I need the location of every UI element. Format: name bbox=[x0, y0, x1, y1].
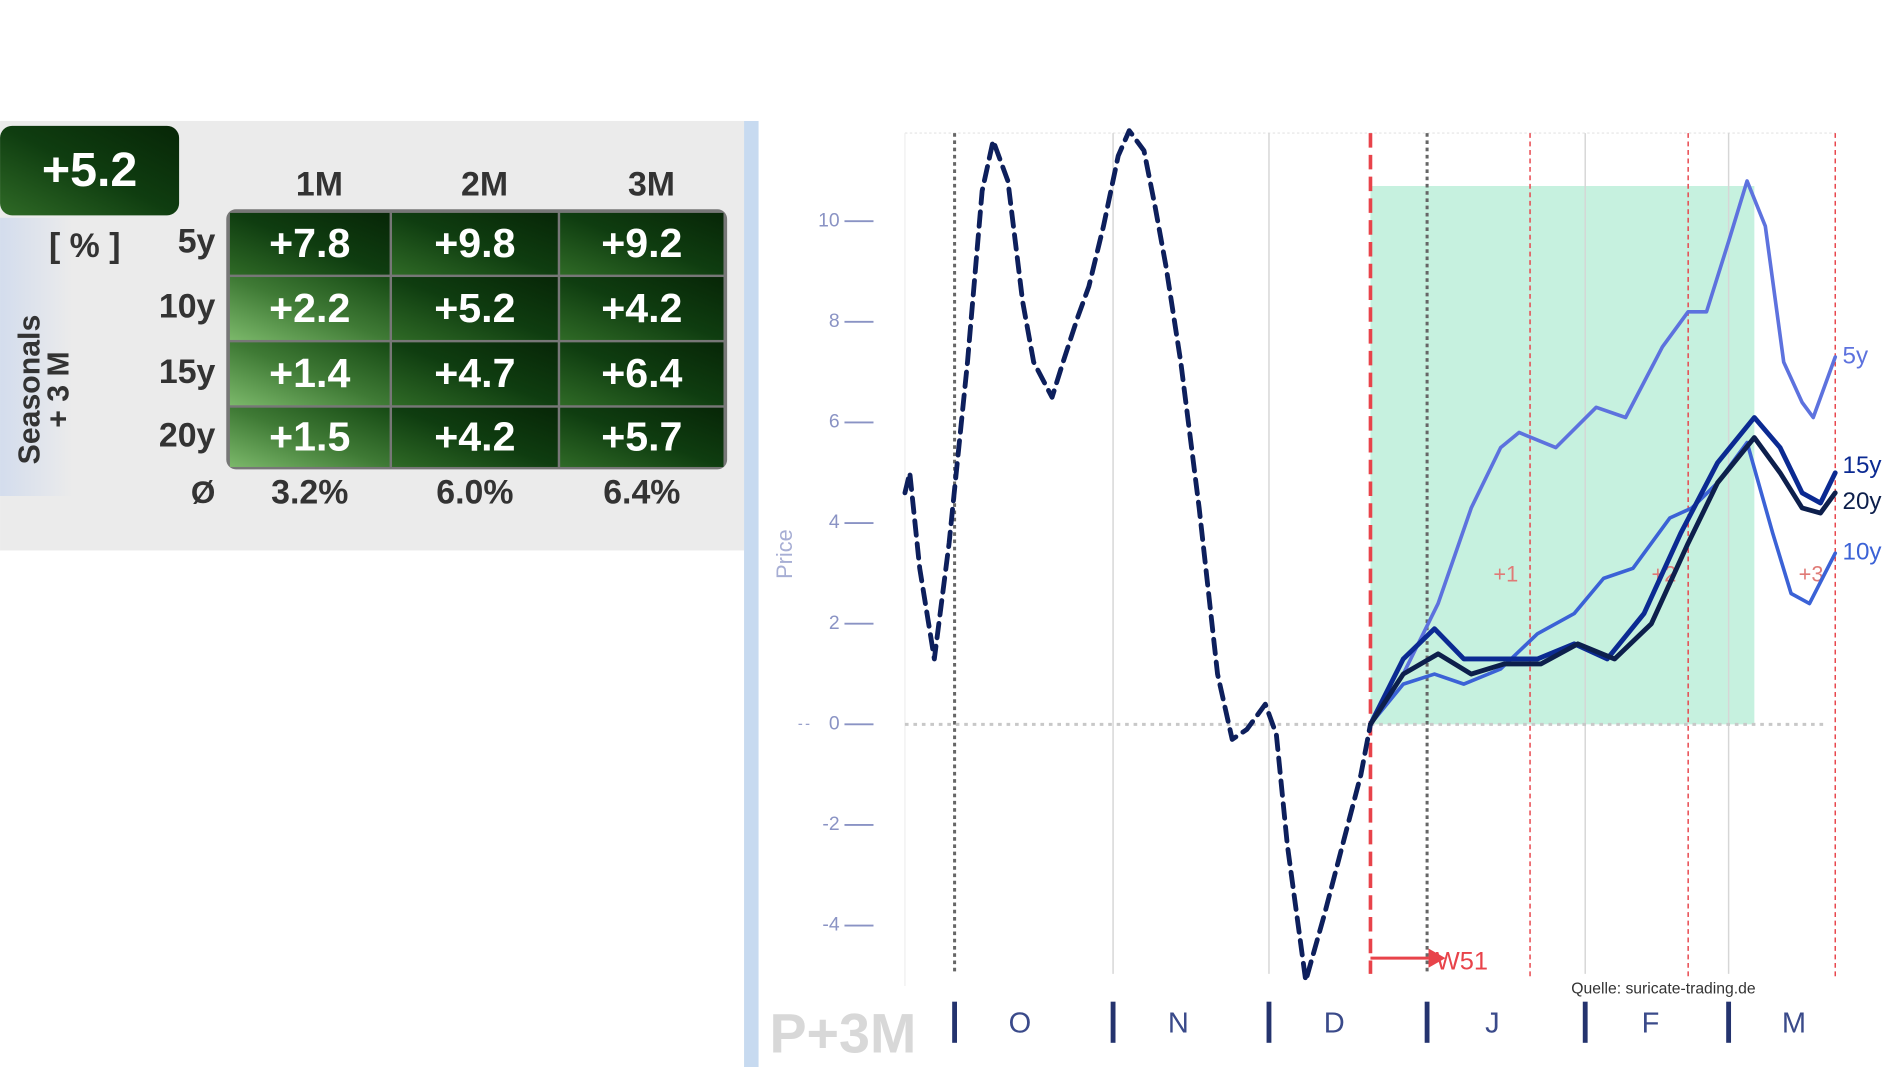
cell-value: +4.2 bbox=[601, 285, 682, 331]
unit-label: [ % ] bbox=[49, 227, 120, 265]
seasonal-line bbox=[1368, 179, 1838, 727]
cell bbox=[229, 407, 390, 467]
average-value: 6.4% bbox=[603, 474, 680, 512]
y-axis-label: Price bbox=[772, 529, 797, 579]
cell-value: +4.7 bbox=[434, 350, 515, 396]
y-tick-label: 4 bbox=[829, 511, 840, 533]
highlight-zone bbox=[1370, 185, 1755, 725]
seasonal-line bbox=[1368, 435, 1838, 727]
event-label: +1 bbox=[1493, 562, 1518, 587]
w51-label: W51 bbox=[1436, 948, 1488, 976]
cell bbox=[560, 407, 724, 467]
divider bbox=[744, 120, 759, 1067]
summary-value: +5.2 bbox=[42, 143, 138, 197]
y-tick-label: 8 bbox=[829, 310, 840, 332]
row-label: 20y bbox=[159, 416, 216, 454]
series-label: 15y bbox=[1843, 452, 1883, 479]
column-header: 1M bbox=[296, 165, 343, 203]
series-label: 20y bbox=[1843, 488, 1883, 515]
y-tick-label: 6 bbox=[829, 411, 840, 433]
cell-value: +5.7 bbox=[601, 414, 682, 460]
cell bbox=[392, 277, 558, 340]
y-tick-label: 2 bbox=[829, 612, 840, 634]
watermark: P+3M bbox=[769, 1003, 916, 1065]
cell bbox=[392, 342, 558, 406]
cell bbox=[560, 277, 724, 340]
y-tick-label: -4 bbox=[822, 914, 839, 936]
cell-value: +1.5 bbox=[269, 414, 350, 460]
cell bbox=[392, 407, 558, 467]
x-tick-label: D bbox=[1324, 1007, 1345, 1039]
cell-value: +1.4 bbox=[269, 350, 350, 396]
table-grid: 1M 2M 3M 5y +7.8 +9.8 +9.2 10y +2.2 +5.2 +4.2 15y +1… bbox=[159, 165, 724, 512]
cell bbox=[560, 212, 724, 275]
x-tick-label: M bbox=[1782, 1007, 1806, 1039]
cell-value: +9.2 bbox=[601, 220, 682, 266]
x-tick-label: O bbox=[1009, 1007, 1032, 1039]
series-label: 10y bbox=[1843, 539, 1883, 566]
seasonal-line bbox=[1368, 415, 1838, 727]
cell-value: +9.8 bbox=[434, 220, 515, 266]
cell-value: +5.2 bbox=[434, 285, 515, 331]
y-tick-label: 10 bbox=[818, 209, 840, 231]
side-label: Seasonals bbox=[13, 315, 46, 465]
row-label: 5y bbox=[178, 223, 216, 261]
cell bbox=[560, 342, 724, 406]
y-tick-label: -2 bbox=[822, 813, 839, 835]
side-label: + 3 M bbox=[43, 351, 76, 427]
cell-value: +6.4 bbox=[601, 350, 682, 396]
y-tick-label: 0 bbox=[829, 712, 840, 734]
average-value: 6.0% bbox=[436, 474, 513, 512]
cell bbox=[392, 212, 558, 275]
cell bbox=[229, 212, 390, 275]
cell bbox=[229, 342, 390, 406]
series-label: 5y bbox=[1843, 342, 1869, 369]
w51-arrowhead bbox=[1428, 948, 1446, 968]
price-line bbox=[902, 128, 1373, 984]
seasonal-line bbox=[1368, 440, 1838, 727]
average-symbol: Ø bbox=[191, 475, 215, 510]
row-label: 15y bbox=[159, 353, 216, 391]
column-header: 2M bbox=[461, 165, 508, 203]
x-tick-label: J bbox=[1485, 1007, 1500, 1039]
source-label: Quelle: suricate-trading.de bbox=[1571, 981, 1756, 998]
x-tick-label: N bbox=[1168, 1007, 1189, 1039]
side-shade bbox=[0, 217, 73, 496]
summary-box bbox=[0, 125, 180, 216]
cell-value: +2.2 bbox=[269, 285, 350, 331]
cell-value: +7.8 bbox=[269, 220, 350, 266]
x-tick-label: F bbox=[1642, 1007, 1660, 1039]
column-header: 3M bbox=[628, 165, 675, 203]
cell bbox=[229, 277, 390, 340]
cell-value: +4.2 bbox=[434, 414, 515, 460]
row-label: 10y bbox=[159, 287, 216, 325]
average-value: 3.2% bbox=[271, 474, 348, 512]
